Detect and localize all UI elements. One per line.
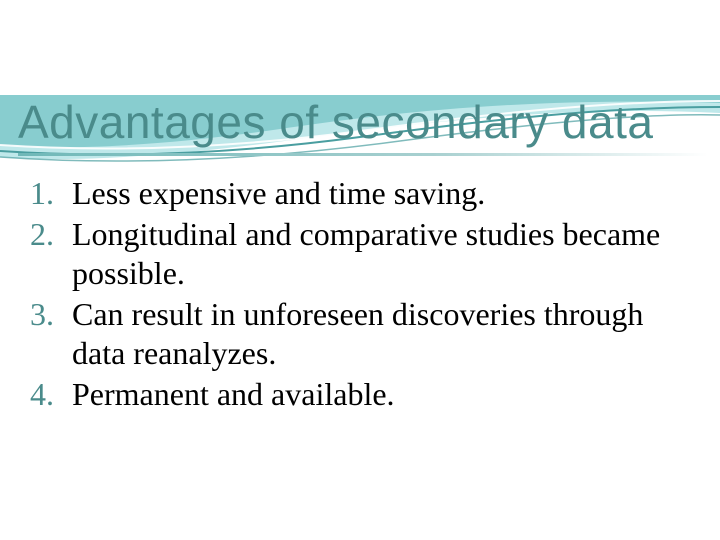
list-number: 2. bbox=[18, 215, 72, 293]
list-item: 3. Can result in unforeseen discoveries … bbox=[18, 295, 702, 373]
list-item: 2. Longitudinal and comparative studies … bbox=[18, 215, 702, 293]
list-item: 4. Permanent and available. bbox=[18, 375, 702, 414]
list-text: Longitudinal and comparative studies bec… bbox=[72, 215, 702, 293]
list-number: 4. bbox=[18, 375, 72, 414]
title-divider bbox=[18, 153, 708, 156]
slide-title: Advantages of secondary data bbox=[18, 95, 702, 149]
list-item: 1. Less expensive and time saving. bbox=[18, 174, 702, 213]
list-text: Permanent and available. bbox=[72, 375, 702, 414]
advantages-list: 1. Less expensive and time saving. 2. Lo… bbox=[18, 174, 702, 414]
list-number: 3. bbox=[18, 295, 72, 373]
list-text: Less expensive and time saving. bbox=[72, 174, 702, 213]
list-number: 1. bbox=[18, 174, 72, 213]
slide-content: Advantages of secondary data 1. Less exp… bbox=[0, 95, 720, 414]
list-text: Can result in unforeseen discoveries thr… bbox=[72, 295, 702, 373]
